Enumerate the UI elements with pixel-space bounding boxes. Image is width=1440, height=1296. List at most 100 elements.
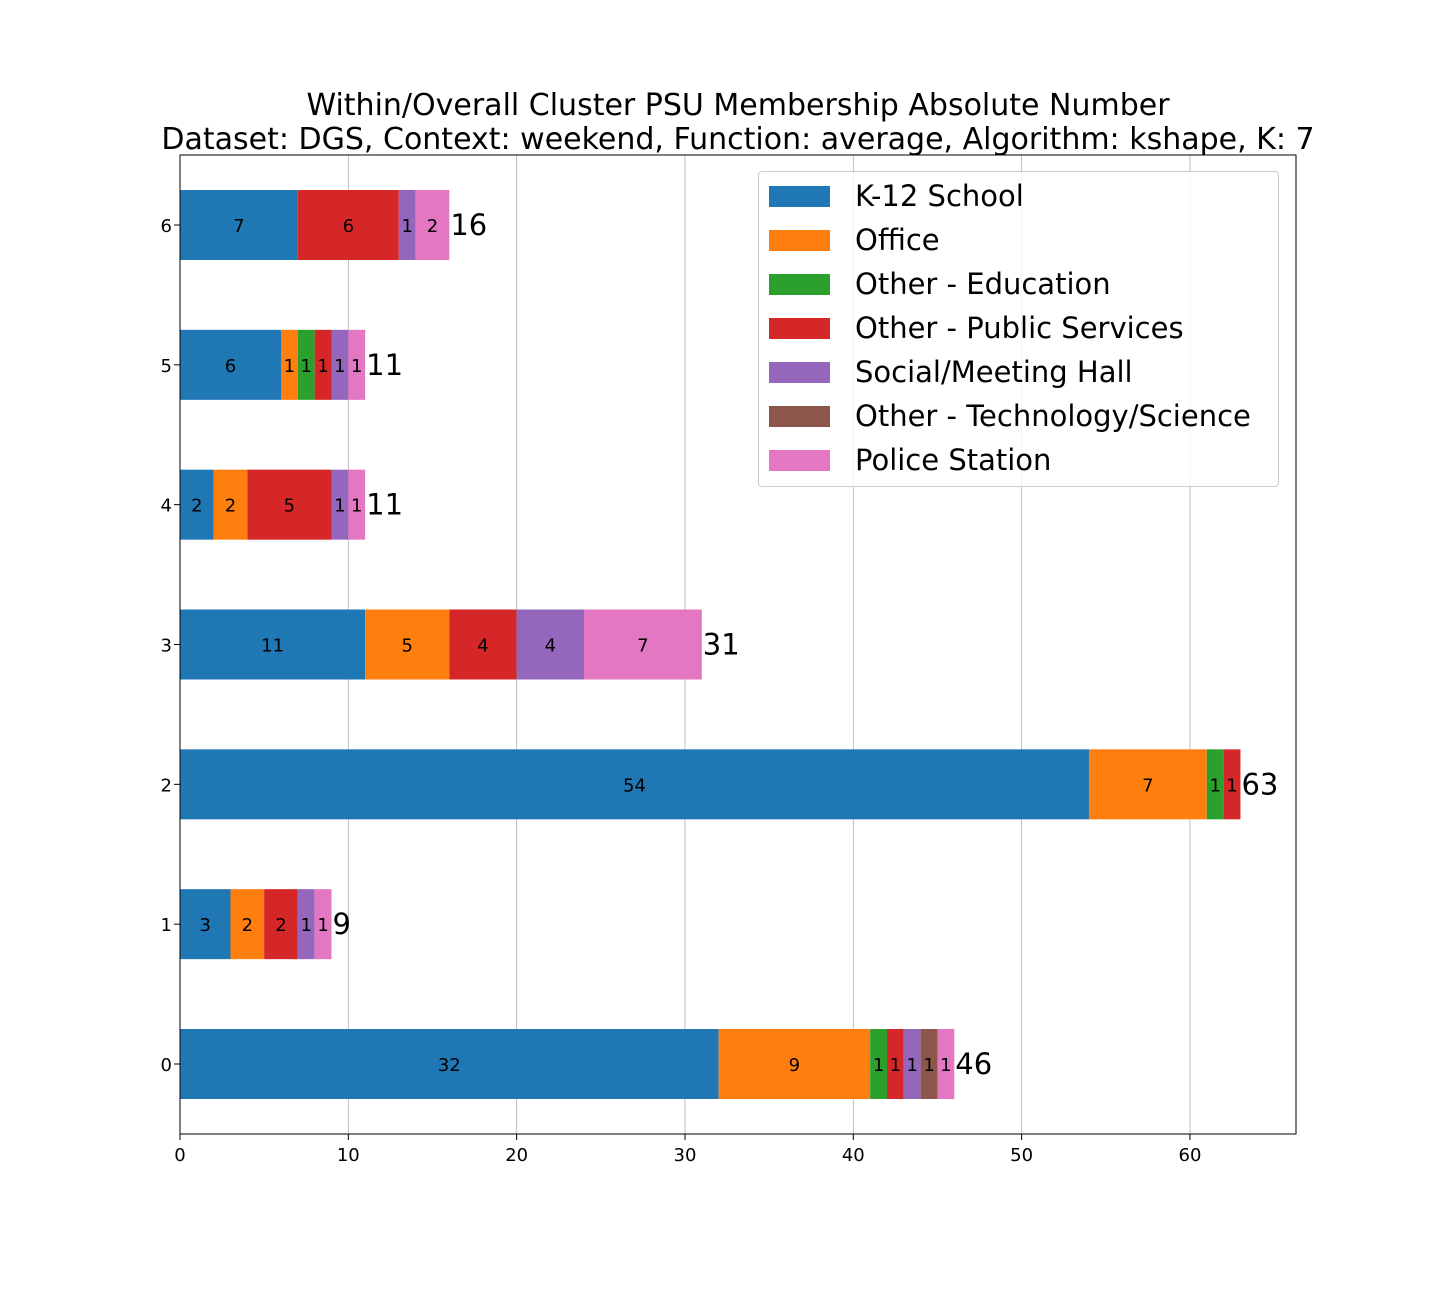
bar-total-label: 63: [1241, 767, 1278, 801]
bar-segment-label: 6: [343, 216, 354, 237]
bar-segment-label: 4: [477, 636, 488, 657]
legend-label: Other - Public Services: [855, 311, 1184, 345]
bar-segment: [1088, 749, 1207, 820]
bar-segment-label: 7: [1142, 775, 1153, 796]
bar-segment-label: 5: [284, 496, 295, 517]
legend-item: Other - Education: [769, 267, 1111, 301]
legend-label: Other - Technology/Science: [855, 399, 1251, 433]
bar-segment-label: 2: [242, 915, 253, 936]
bar-total-label: 9: [332, 907, 350, 941]
bar-segment: [348, 329, 366, 400]
bar-segment: [1223, 749, 1241, 820]
bar-segment-label: 1: [284, 356, 295, 377]
bar-segment: [314, 329, 332, 400]
chart-legend: K-12 School Office Other - Education Other …: [758, 171, 1279, 487]
legend-item: Social/Meeting Hall: [769, 355, 1133, 389]
bar-segment: [886, 1029, 904, 1099]
legend-item: Office: [769, 223, 940, 257]
bar-segment-label: 4: [545, 636, 556, 657]
legend-label: Office: [855, 223, 940, 257]
bar-segment-label: 7: [233, 216, 244, 237]
bar-segment: [180, 889, 231, 960]
bar-segment-label: 54: [623, 775, 646, 796]
legend-label: K-12 School: [855, 179, 1024, 213]
legend-label: Social/Meeting Hall: [855, 355, 1133, 389]
bar-segment: [264, 889, 298, 960]
bar-segment: [230, 889, 265, 960]
bar-segment: [718, 1029, 871, 1099]
x-tick-label: 40: [842, 1145, 865, 1166]
bar-segment: [331, 469, 349, 540]
bar-segment-label: 1: [317, 356, 328, 377]
chart-title-line-2: Dataset: DGS, Context: weekend, Function…: [161, 122, 1315, 157]
legend-swatch: [769, 317, 830, 339]
bar-segment: [180, 1029, 719, 1099]
legend-swatch: [769, 185, 830, 207]
bar-segment: [348, 469, 366, 540]
bar-segment-label: 1: [923, 1055, 934, 1076]
bar-segment-label: 9: [789, 1055, 800, 1076]
y-tick-label: 1: [161, 915, 172, 936]
bar-segment-label: 1: [334, 496, 345, 517]
legend-swatch: [769, 449, 830, 471]
bar-segment: [903, 1029, 921, 1099]
bar-segment: [920, 1029, 938, 1099]
bar-segment: [180, 749, 1089, 820]
bar-segment: [180, 469, 214, 540]
bar-total-label: 46: [955, 1047, 992, 1081]
y-tick-label: 3: [161, 636, 172, 657]
y-tick-label: 5: [161, 356, 172, 377]
bar-segment-label: 1: [301, 915, 312, 936]
bar-segment: [583, 609, 702, 680]
bar-total-label: 31: [703, 628, 740, 662]
bar-segment-label: 1: [334, 356, 345, 377]
x-tick-label: 20: [505, 1145, 528, 1166]
y-tick-label: 6: [161, 216, 172, 237]
bar-segment-label: 1: [1209, 775, 1220, 796]
bar-segment: [314, 889, 332, 960]
bar-segment: [247, 469, 332, 540]
legend-swatch: [769, 273, 830, 295]
bar-segment: [297, 889, 315, 960]
bar-segment-label: 1: [906, 1055, 917, 1076]
bar-segment: [937, 1029, 955, 1099]
y-tick-label: 0: [161, 1055, 172, 1076]
bar-segment-label: 1: [351, 356, 362, 377]
y-tick-label: 2: [161, 775, 172, 796]
bar-segment: [449, 609, 517, 680]
bar-segment-label: 6: [225, 356, 236, 377]
bar-segment-label: 1: [940, 1055, 951, 1076]
legend-swatch: [769, 361, 830, 383]
bar-segment-label: 1: [402, 216, 413, 237]
legend-item: Other - Public Services: [769, 311, 1184, 345]
bar-segment-label: 1: [890, 1055, 901, 1076]
bar-segment-label: 11: [261, 636, 284, 657]
x-tick-label: 60: [1179, 1145, 1202, 1166]
bar-total-label: 11: [366, 488, 403, 522]
bar-segment-label: 7: [637, 636, 648, 657]
legend-label: Other - Education: [855, 267, 1111, 301]
bar-segment-label: 2: [191, 496, 202, 517]
bar-segment: [331, 329, 349, 400]
legend-label: Police Station: [855, 443, 1052, 477]
chart-title-line-1: Within/Overall Cluster PSU Membership Ab…: [306, 88, 1170, 123]
bar-segment-label: 2: [225, 496, 236, 517]
bar-segment: [213, 469, 248, 540]
legend-swatch: [769, 405, 830, 427]
bar-segment-label: 1: [317, 915, 328, 936]
bar-total-label: 11: [366, 348, 403, 382]
bar-segment-label: 1: [1226, 775, 1237, 796]
bar-segment-label: 2: [427, 216, 438, 237]
bar-segment-label: 1: [351, 496, 362, 517]
x-tick-label: 30: [674, 1145, 697, 1166]
y-tick-label: 4: [161, 496, 172, 517]
legend-swatch: [769, 229, 830, 251]
legend-item: Police Station: [769, 443, 1051, 477]
bar-segment: [180, 609, 366, 680]
bar-segment: [180, 190, 298, 260]
bar-segment: [870, 1029, 887, 1099]
bar-segment-label: 5: [402, 636, 413, 657]
bar-segment-label: 32: [438, 1055, 461, 1076]
bar-segment: [280, 329, 298, 400]
